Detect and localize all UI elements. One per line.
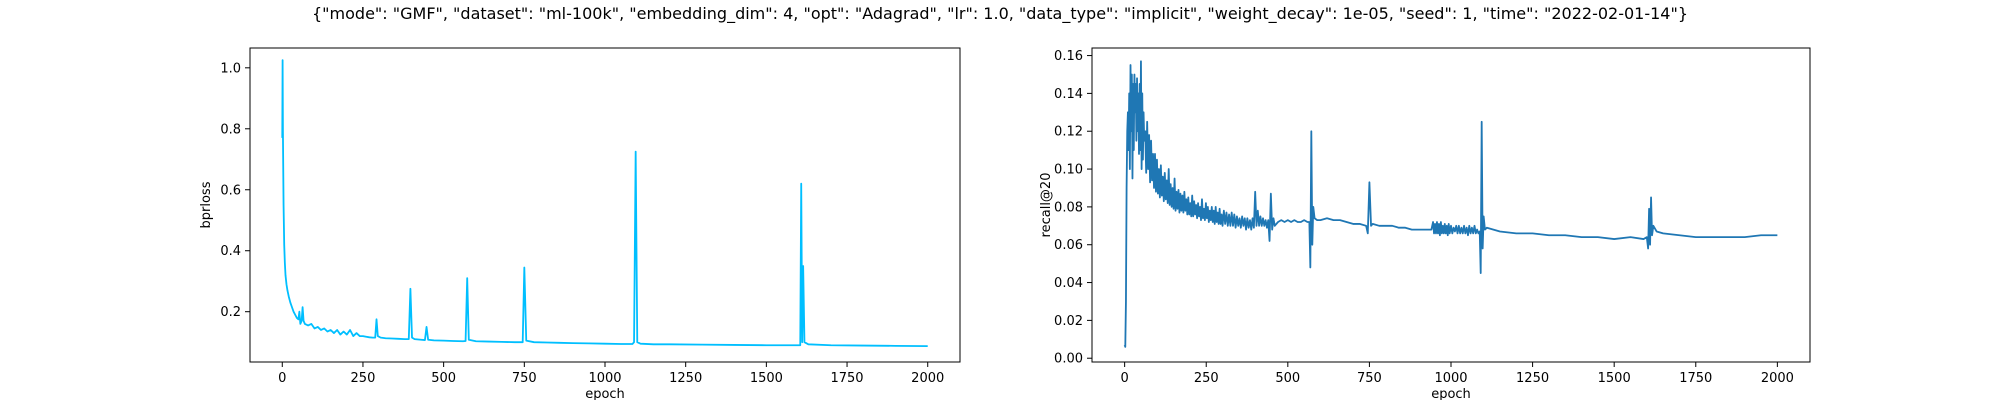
x-tick-label: 1750 [1679, 371, 1712, 386]
y-tick-label: 0.04 [1054, 276, 1083, 291]
y-tick-label: 0.16 [1054, 49, 1083, 64]
x-tick-label: 500 [1275, 371, 1300, 386]
y-tick-label: 0.12 [1054, 125, 1083, 140]
x-tick-label: 0 [1120, 371, 1128, 386]
y-tick-label: 0.2 [220, 305, 241, 320]
series-line-1 [1123, 60, 1778, 348]
y-axis-label: bprloss [199, 181, 214, 228]
subplot-2: 0 250 500 750 1000 1250 1500 1750 2000 0.00 0.02 0.… [1039, 47, 1811, 400]
x-tick-label: 750 [512, 371, 537, 386]
figure-title: {"mode": "GMF", "dataset": "ml-100k", "e… [312, 4, 1688, 23]
x-tick-label: 1500 [750, 371, 783, 386]
y-tick-label: 0.8 [220, 122, 241, 137]
x-tick-label: 1250 [669, 371, 702, 386]
subplot-1: 0 250 500 750 1000 1250 1500 1750 2000 0.2 0.4 0.6 0… [199, 47, 961, 400]
axes-frame [249, 47, 961, 363]
x-tick-label: 750 [1357, 371, 1382, 386]
x-tick-label: 1500 [1598, 371, 1631, 386]
x-axis-label: epoch [1431, 387, 1471, 400]
series-line-1 [281, 59, 928, 348]
y-tick-label: 0.6 [220, 183, 241, 198]
x-tick-label: 2000 [911, 371, 944, 386]
x-tick-label: 250 [1194, 371, 1219, 386]
y-tick-label: 0.06 [1054, 238, 1083, 253]
x-tick-label: 1750 [830, 371, 863, 386]
y-tick-label: 0.08 [1054, 200, 1083, 215]
x-tick-label: 1250 [1516, 371, 1549, 386]
x-tick-label: 0 [278, 371, 286, 386]
y-tick-label: 0.4 [220, 244, 241, 259]
x-axis-label: epoch [585, 387, 625, 400]
x-tick-label: 500 [431, 371, 456, 386]
y-tick-label: 0.14 [1054, 87, 1083, 102]
x-tick-label: 250 [351, 371, 376, 386]
axes-frame [1091, 47, 1811, 363]
y-tick-label: 0.00 [1054, 352, 1083, 367]
x-tick-label: 2000 [1761, 371, 1794, 386]
x-tick-label: 1000 [1434, 371, 1467, 386]
x-tick-label: 1000 [588, 371, 621, 386]
y-tick-label: 0.02 [1054, 314, 1083, 329]
y-tick-label: 0.10 [1054, 163, 1083, 178]
y-tick-label: 1.0 [220, 61, 241, 76]
y-axis-label: recall@20 [1039, 173, 1054, 238]
